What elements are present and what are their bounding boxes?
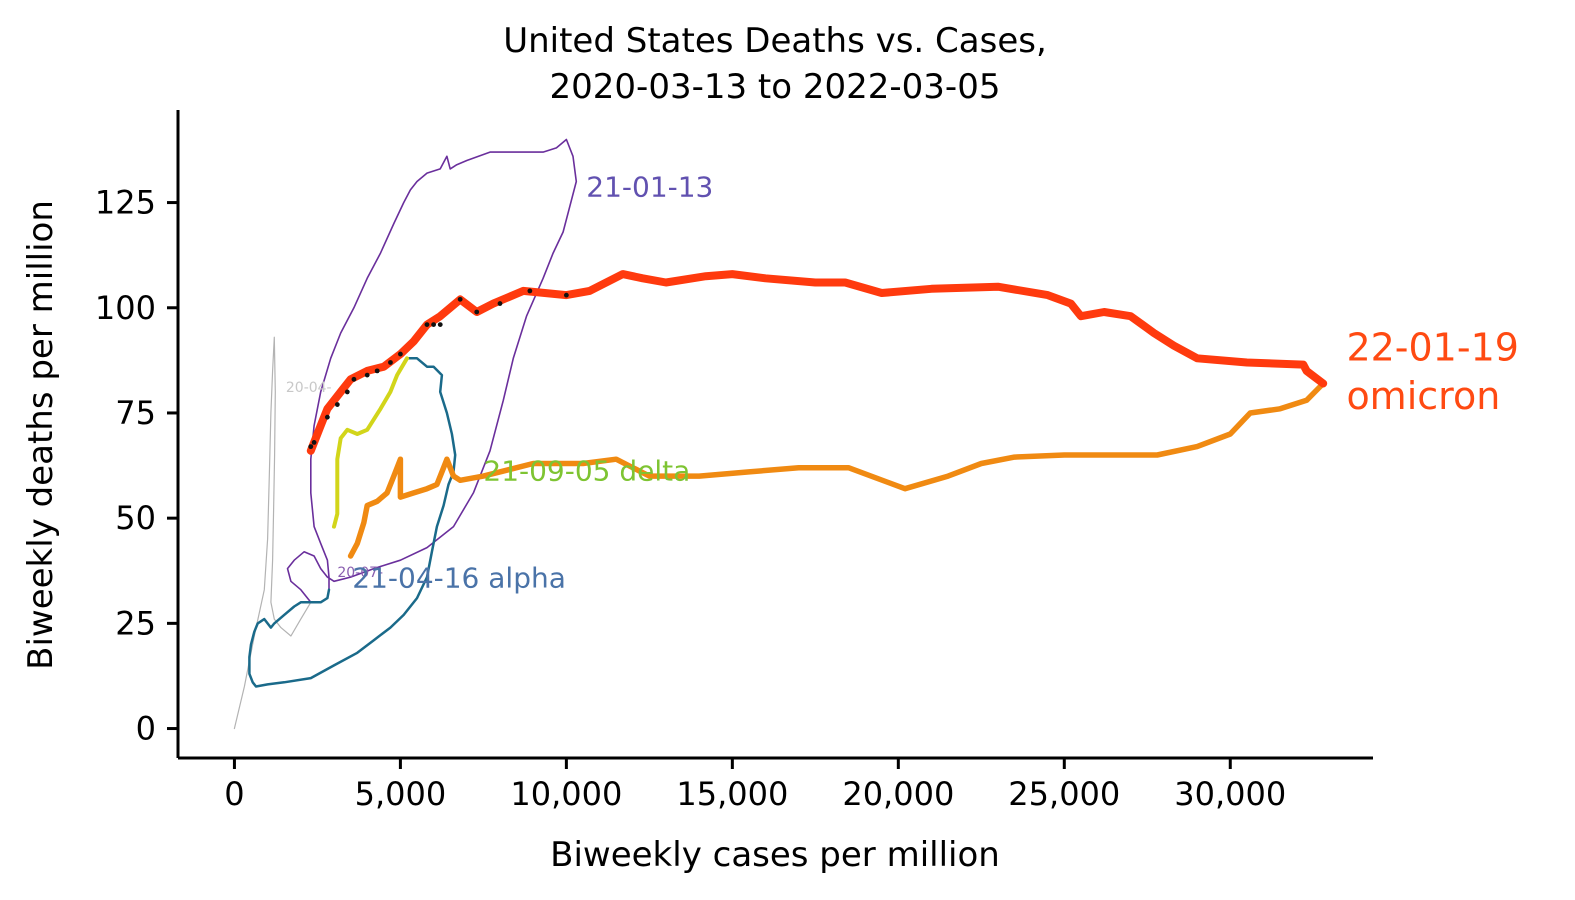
data-point-marker [324,414,330,420]
annotation-label: 21-09-05 delta [483,454,690,487]
data-point-marker [527,288,533,294]
annotation-label: omicron [1346,374,1500,418]
x-tick-label: 20,000 [842,775,954,813]
annotation-label: 21-01-13 [586,170,713,203]
chart-title-line2: 2020-03-13 to 2022-03-05 [550,67,1001,107]
y-tick-label: 100 [95,289,156,327]
plot-area: 20-04- 20-07- 21-01-13 21-04-16 alpha 21-09-… [233,138,1519,730]
data-point-marker [497,301,503,306]
x-tick-label: 10,000 [510,775,622,813]
x-tick-label: 15,000 [676,775,788,813]
series-line-3 [248,357,457,688]
y-axis-label: Biweekly deaths per million [21,200,61,670]
series-line-2 [286,138,578,604]
y-tick-label: 75 [115,394,156,432]
series-line-5 [347,380,1326,559]
series-line-4 [332,356,409,529]
annotation-label: 22-01-19 [1346,325,1518,369]
data-point-marker [388,360,393,365]
data-point-marker [437,322,443,327]
data-point-marker [351,376,357,382]
y-tick-label: 50 [115,499,156,537]
data-point-marker [311,440,317,445]
annotation-label: 20-07- [337,565,383,581]
data-point-marker [431,322,436,327]
annotation-label: 21-04-16 alpha [352,562,566,595]
data-point-marker [308,444,314,450]
x-tick-label: 25,000 [1008,775,1120,813]
x-tick-label: 5,000 [355,775,447,813]
data-point-marker [474,309,480,315]
y-tick-label: 25 [115,604,156,642]
x-axis-label: Biweekly cases per million [550,835,1000,875]
axes: 0 5,000 10,000 15,000 20,000 25,000 30,000 0 25 5… [95,110,1373,813]
series-line-1 [233,336,312,730]
data-point-marker [563,292,569,298]
series-line-6 [306,270,1328,455]
data-point-marker [457,296,463,302]
y-tick-label: 0 [136,710,156,748]
x-tick-label: 0 [224,775,244,813]
data-point-marker [424,322,430,327]
data-point-marker [364,372,370,378]
annotation-label: 20-04- [286,380,332,396]
y-tick-label: 125 [95,184,156,222]
chart-title-line1: United States Deaths vs. Cases, [503,21,1047,61]
data-point-marker [374,368,380,374]
data-point-marker [344,389,350,395]
data-point-marker [334,402,340,407]
x-tick-label: 30,000 [1174,775,1286,813]
data-point-marker [398,351,403,357]
